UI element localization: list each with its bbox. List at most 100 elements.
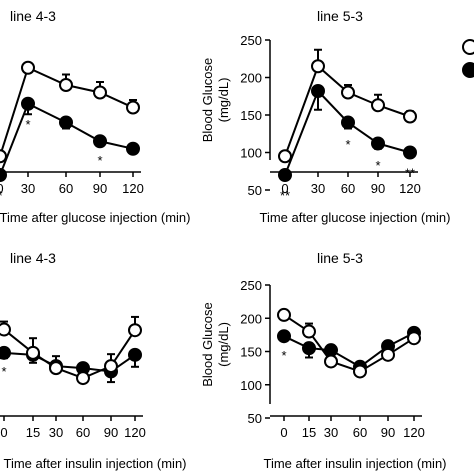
significance-mark: *	[97, 153, 102, 168]
y-axis-label-line: Blood Glucose	[200, 58, 215, 143]
x-axis-label: Time after insulin injection (min)	[3, 456, 186, 471]
series-line	[0, 102, 134, 176]
y-axis-label: Blood Glucose(mg/dL)	[200, 58, 231, 143]
open-point	[341, 85, 355, 100]
chart-title: line 4-3	[10, 250, 56, 266]
x-tick-label: 120	[403, 425, 425, 440]
x-tick-label: 60	[341, 181, 355, 196]
significance-mark: *	[375, 158, 380, 173]
x-axis-label: Time after glucose injection (min)	[260, 210, 451, 225]
x-tick-label: 90	[104, 425, 118, 440]
open-point	[353, 364, 367, 379]
open-point	[311, 59, 325, 74]
open-point	[403, 109, 417, 124]
x-tick-label: 0	[0, 181, 4, 196]
open-point	[0, 322, 11, 337]
y-axis-label: Blood Glucose(mg/dL)	[200, 302, 231, 387]
open-point	[76, 371, 90, 386]
open-point	[21, 60, 35, 75]
filled-point	[93, 134, 107, 149]
filled-point	[126, 141, 140, 156]
open-point	[59, 78, 73, 92]
legend	[462, 39, 474, 78]
significance-mark: *	[281, 348, 286, 363]
open-point	[126, 100, 140, 115]
y-tick-label: 200	[240, 311, 262, 326]
chart-panel-2: line 5-3 50 100 150 200 250 Blood Glucose(mg/d…	[200, 8, 450, 225]
x-tick-label: 90	[93, 181, 107, 196]
y-tick-label: 150	[240, 345, 262, 360]
x-axis-label: Time after insulin injection (min)	[263, 456, 446, 471]
x-tick-label: 0	[281, 181, 288, 196]
filled-point	[0, 168, 7, 182]
x-tick-label: 120	[124, 425, 146, 440]
significance-mark: *	[0, 188, 3, 203]
x-tick-label: 30	[324, 425, 338, 440]
x-tick-label: 30	[49, 425, 63, 440]
x-tick-label: 60	[76, 425, 90, 440]
x-tick-label: 90	[371, 181, 385, 196]
x-tick-label: 120	[122, 181, 144, 196]
y-tick-label: 100	[240, 146, 262, 161]
open-point	[104, 359, 118, 374]
open-point	[49, 361, 63, 376]
open-point	[128, 323, 142, 338]
filled-point	[277, 329, 291, 344]
x-tick-label: 0	[0, 425, 7, 440]
open-point	[407, 331, 421, 346]
y-tick-label: 200	[240, 71, 262, 86]
open-point	[0, 149, 7, 164]
significance-mark: *	[1, 364, 6, 379]
filled-point	[59, 115, 73, 130]
y-axis-label-line: Blood Glucose	[200, 302, 215, 387]
y-tick-label: 50	[248, 411, 262, 426]
x-tick-label: 15	[302, 425, 316, 440]
x-tick-label: 30	[21, 181, 35, 196]
filled-point	[302, 341, 316, 356]
open-point	[277, 307, 291, 322]
filled-point	[311, 84, 325, 98]
open-point	[93, 85, 107, 100]
x-tick-label: 60	[59, 181, 73, 196]
legend-open-marker	[462, 39, 474, 55]
y-tick-label: 50	[248, 183, 262, 198]
chart-title: line 4-3	[10, 8, 56, 24]
y-tick-label: 250	[240, 278, 262, 293]
filled-point	[341, 115, 355, 130]
x-tick-label: 15	[26, 425, 40, 440]
open-point	[381, 347, 395, 362]
y-tick-label: 250	[240, 33, 262, 48]
x-tick-label: 0	[280, 425, 287, 440]
x-tick-label: 30	[311, 181, 325, 196]
chart-panel-1: line 4-3 0 30 60 90 120 Time after glucose inj…	[0, 8, 190, 225]
y-tick-label: 100	[240, 378, 262, 393]
y-axis-label-line: (mg/dL)	[216, 78, 231, 123]
chart-title: line 5-3	[317, 8, 363, 24]
legend-filled-marker	[462, 62, 474, 78]
chart-title: line 5-3	[317, 250, 363, 266]
open-point	[278, 149, 292, 164]
x-axis-label: Time after glucose injection (min)	[0, 210, 190, 225]
filled-point	[278, 168, 292, 182]
filled-point	[0, 345, 11, 360]
significance-mark: *	[345, 137, 350, 152]
y-tick-label: 150	[240, 108, 262, 123]
x-tick-label: 120	[399, 181, 421, 196]
open-point	[302, 324, 316, 339]
chart-panel-3: line 4-3 0 15 30 60 90 120 Time after insulin i…	[0, 250, 187, 471]
open-point	[324, 354, 338, 369]
open-point	[371, 98, 385, 113]
x-tick-label: 90	[381, 425, 395, 440]
significance-mark: *	[25, 117, 30, 132]
significance-mark: **	[280, 188, 290, 203]
filled-point	[128, 347, 142, 362]
filled-point	[371, 136, 385, 151]
significance-mark: **	[405, 166, 415, 181]
x-tick-label: 60	[353, 425, 367, 440]
open-point	[26, 345, 40, 360]
y-axis-label-line: (mg/dL)	[216, 322, 231, 367]
filled-point	[21, 96, 35, 111]
filled-point	[403, 145, 417, 160]
